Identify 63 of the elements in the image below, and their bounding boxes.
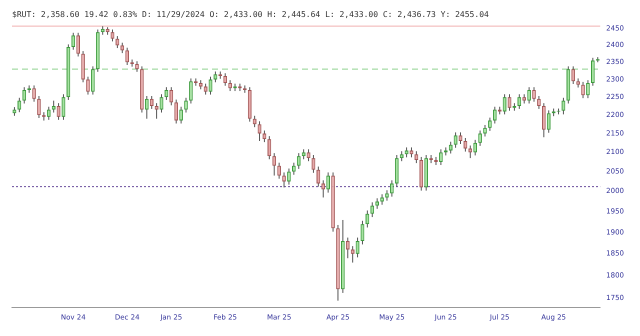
- candlestick: [380, 194, 384, 206]
- candlestick: [546, 110, 551, 134]
- candlestick: [287, 168, 291, 186]
- candlestick: [179, 106, 183, 124]
- candlestick: [390, 180, 394, 198]
- candlestick: [542, 102, 546, 138]
- candlestick: [508, 94, 512, 112]
- candlestick: [208, 76, 212, 96]
- candlestick: [468, 145, 472, 159]
- candlestick: [214, 71, 218, 83]
- candlestick: [258, 120, 262, 142]
- candlestick: [120, 42, 124, 54]
- candlestick: [488, 117, 492, 132]
- candlestick: [37, 96, 41, 118]
- candlestick: [576, 78, 580, 88]
- chart-title: $RUT: 2,358.60 19.42 0.83% D: 11/29/2024 O: 2,433.00 H: 2,445.64 L: 2,433.00 C: 2,436.73 Y: 2455.04: [12, 10, 490, 19]
- candlestick: [169, 86, 174, 106]
- candlestick: [135, 60, 139, 72]
- candlestick: [562, 97, 566, 115]
- candlestick: [312, 154, 316, 174]
- candlestick: [316, 166, 320, 188]
- candlestick: [223, 72, 228, 86]
- candlestick: [356, 237, 360, 258]
- candlestick: [586, 80, 590, 99]
- candlestick: [296, 152, 301, 170]
- candlestick: [502, 94, 506, 115]
- candlestick: [306, 148, 310, 162]
- candlestick: [184, 97, 188, 114]
- candlestick: [394, 154, 399, 188]
- candlestick: [272, 152, 276, 176]
- candlestick: [532, 86, 536, 102]
- candlestick: [458, 132, 462, 144]
- candlestick: [76, 32, 80, 57]
- candlestick: [32, 84, 36, 102]
- candlestick: [62, 94, 66, 120]
- candlestick: [404, 146, 408, 158]
- candlestick: [537, 96, 541, 110]
- candlestick: [116, 36, 120, 49]
- candlestick: [581, 81, 585, 99]
- candlestick: [326, 172, 330, 194]
- candlestick: [189, 78, 193, 104]
- candlestick: [56, 102, 60, 120]
- candlestick: [198, 80, 203, 90]
- candlestick: [160, 94, 164, 114]
- candlestick: [385, 190, 389, 202]
- candlestick: [370, 202, 374, 218]
- candlestick: [483, 124, 487, 137]
- candlestick: [350, 246, 354, 264]
- candlestick: [46, 106, 51, 120]
- candlestick: [204, 83, 208, 96]
- candlestick: [360, 220, 364, 245]
- candlestick: [91, 66, 95, 96]
- candlestick: [86, 76, 90, 96]
- candlestick: [410, 146, 414, 158]
- candlestick: [492, 106, 497, 124]
- candlestick: [478, 130, 482, 146]
- candlestick: [262, 130, 266, 143]
- candlestick: [590, 57, 595, 86]
- candlestick: [473, 139, 478, 156]
- candlestick: [282, 172, 286, 188]
- candlestick: [81, 50, 85, 83]
- candlestick: [110, 29, 114, 42]
- candlestick: [454, 132, 458, 148]
